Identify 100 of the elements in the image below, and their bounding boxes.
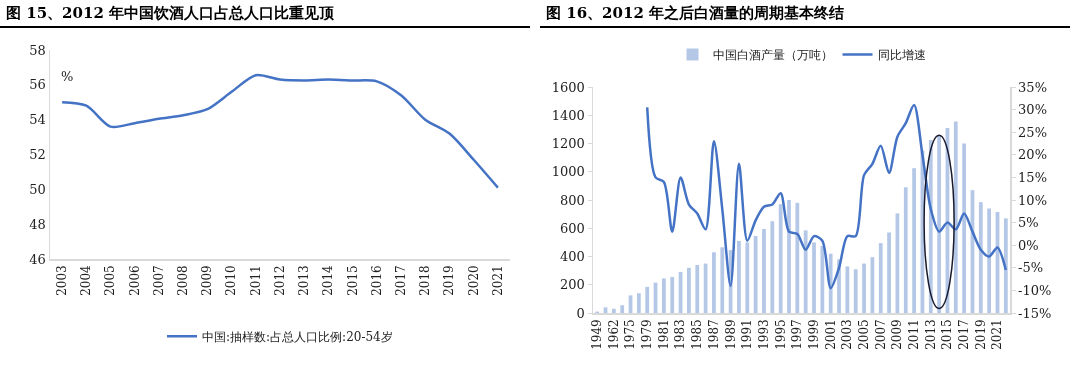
y2-tick-label: -10% bbox=[1018, 282, 1052, 298]
x-tick-label: 2017 bbox=[393, 265, 408, 296]
y-tick-label: 1200 bbox=[551, 136, 585, 152]
bar bbox=[987, 208, 992, 313]
bar bbox=[670, 276, 675, 313]
x-tick-label: 1949 bbox=[590, 319, 605, 350]
x-tick-label: 2017 bbox=[957, 319, 972, 350]
y2-tick-label: 30% bbox=[1018, 102, 1048, 118]
bar bbox=[645, 286, 650, 313]
x-tick-label: 2007 bbox=[151, 265, 166, 296]
x-tick-label: 2001 bbox=[823, 319, 838, 350]
chart-title: 图 15、2012 年中国饮酒人口占总人口比重见顶 bbox=[0, 0, 530, 28]
y-tick-label: 1600 bbox=[551, 79, 585, 95]
bar bbox=[745, 242, 750, 313]
y-tick-label: 58 bbox=[29, 42, 46, 58]
x-tick-label: 2003 bbox=[55, 265, 70, 296]
x-tick-label: 2005 bbox=[103, 265, 118, 296]
x-tick-label: 2013 bbox=[297, 265, 312, 296]
bar bbox=[887, 232, 891, 313]
bar bbox=[762, 228, 766, 313]
y-tick-label: 54 bbox=[29, 112, 46, 128]
x-tick-label: 1987 bbox=[706, 319, 721, 350]
y-tick-label: 1000 bbox=[551, 164, 585, 180]
bar bbox=[770, 221, 775, 313]
x-tick-label: 2014 bbox=[321, 264, 336, 296]
x-tick-label: 2013 bbox=[923, 319, 938, 350]
x-tick-label: 2010 bbox=[224, 265, 239, 296]
x-tick-label: 2015 bbox=[940, 319, 955, 350]
y-tick-label: 0 bbox=[576, 305, 585, 321]
x-tick-label: 1995 bbox=[773, 319, 788, 350]
bar bbox=[953, 121, 958, 313]
x-tick-label: 2015 bbox=[345, 265, 360, 296]
x-tick-label: 1993 bbox=[756, 319, 771, 350]
bar bbox=[695, 264, 700, 313]
legend-label: 中国:抽样数:占总人口比例:20-54岁 bbox=[202, 329, 393, 344]
x-tick-label: 1981 bbox=[656, 319, 671, 350]
y2-tick-label: 35% bbox=[1018, 79, 1048, 95]
bar bbox=[912, 168, 916, 313]
bar bbox=[820, 245, 825, 313]
bar bbox=[937, 135, 941, 313]
bar bbox=[720, 247, 725, 313]
bar bbox=[662, 278, 666, 313]
chart-title: 图 16、2012 年之后白酒量的周期基本终结 bbox=[540, 0, 1070, 28]
y2-tick-label: 10% bbox=[1018, 192, 1048, 208]
bar bbox=[687, 267, 691, 313]
x-tick-label: 2021 bbox=[490, 265, 505, 296]
x-tick-label: 2011 bbox=[248, 265, 263, 296]
x-tick-label: 1997 bbox=[790, 319, 805, 350]
bar bbox=[803, 230, 808, 313]
bar bbox=[903, 187, 908, 313]
y2-tick-label: -5% bbox=[1018, 260, 1044, 276]
y2-tick-label: 25% bbox=[1018, 124, 1048, 140]
bar bbox=[753, 236, 758, 313]
x-tick-label: 1991 bbox=[740, 319, 755, 350]
legend-label: 同比增速 bbox=[877, 48, 926, 63]
x-tick-label: 1962 bbox=[606, 319, 621, 350]
bar bbox=[795, 202, 800, 313]
x-tick-label: 1985 bbox=[690, 319, 705, 350]
line-series bbox=[645, 103, 1008, 290]
y-tick-label: 200 bbox=[560, 277, 585, 293]
y2-tick-label: -15% bbox=[1018, 305, 1052, 321]
y-tick-label: 46 bbox=[29, 251, 46, 267]
x-tick-label: 2006 bbox=[127, 265, 142, 296]
x-tick-label: 2003 bbox=[840, 319, 855, 350]
bar bbox=[828, 253, 833, 313]
bar bbox=[853, 269, 858, 313]
x-tick-label: 2007 bbox=[873, 319, 888, 350]
x-tick-label: 1983 bbox=[673, 319, 688, 350]
x-tick-label: 2020 bbox=[466, 265, 481, 296]
x-tick-label: 2019 bbox=[973, 319, 988, 350]
x-tick-label: 2018 bbox=[418, 265, 433, 296]
bar bbox=[737, 240, 741, 313]
bar bbox=[778, 204, 783, 313]
bar bbox=[878, 243, 883, 313]
bar bbox=[620, 305, 625, 313]
y-tick-label: 400 bbox=[560, 249, 585, 265]
x-tick-label: 2009 bbox=[200, 265, 215, 296]
y-tick-label: 52 bbox=[29, 147, 46, 163]
x-tick-label: 2021 bbox=[990, 319, 1005, 350]
y2-tick-label: 0% bbox=[1018, 237, 1039, 253]
line-series bbox=[60, 73, 500, 189]
x-tick-label: 1979 bbox=[640, 319, 655, 350]
bar bbox=[712, 252, 716, 313]
y-tick-label: 50 bbox=[29, 181, 46, 197]
x-tick-label: 1999 bbox=[806, 319, 821, 350]
bar bbox=[978, 202, 983, 313]
bar bbox=[845, 266, 850, 313]
x-tick-label: 1989 bbox=[723, 319, 738, 350]
bar bbox=[1003, 218, 1008, 313]
y-tick-label: 800 bbox=[560, 192, 585, 208]
y-tick-label: 56 bbox=[29, 77, 46, 93]
x-tick-label: 2008 bbox=[176, 265, 191, 296]
y2-tick-label: 15% bbox=[1018, 169, 1048, 185]
annotation: % bbox=[61, 69, 74, 84]
y-tick-label: 1400 bbox=[551, 107, 585, 123]
bar bbox=[611, 308, 616, 313]
x-tick-label: 2019 bbox=[442, 265, 457, 296]
bar bbox=[862, 263, 866, 313]
x-tick-label: 2011 bbox=[906, 319, 921, 350]
legend-label: 中国白酒产量（万吨） bbox=[712, 48, 833, 63]
